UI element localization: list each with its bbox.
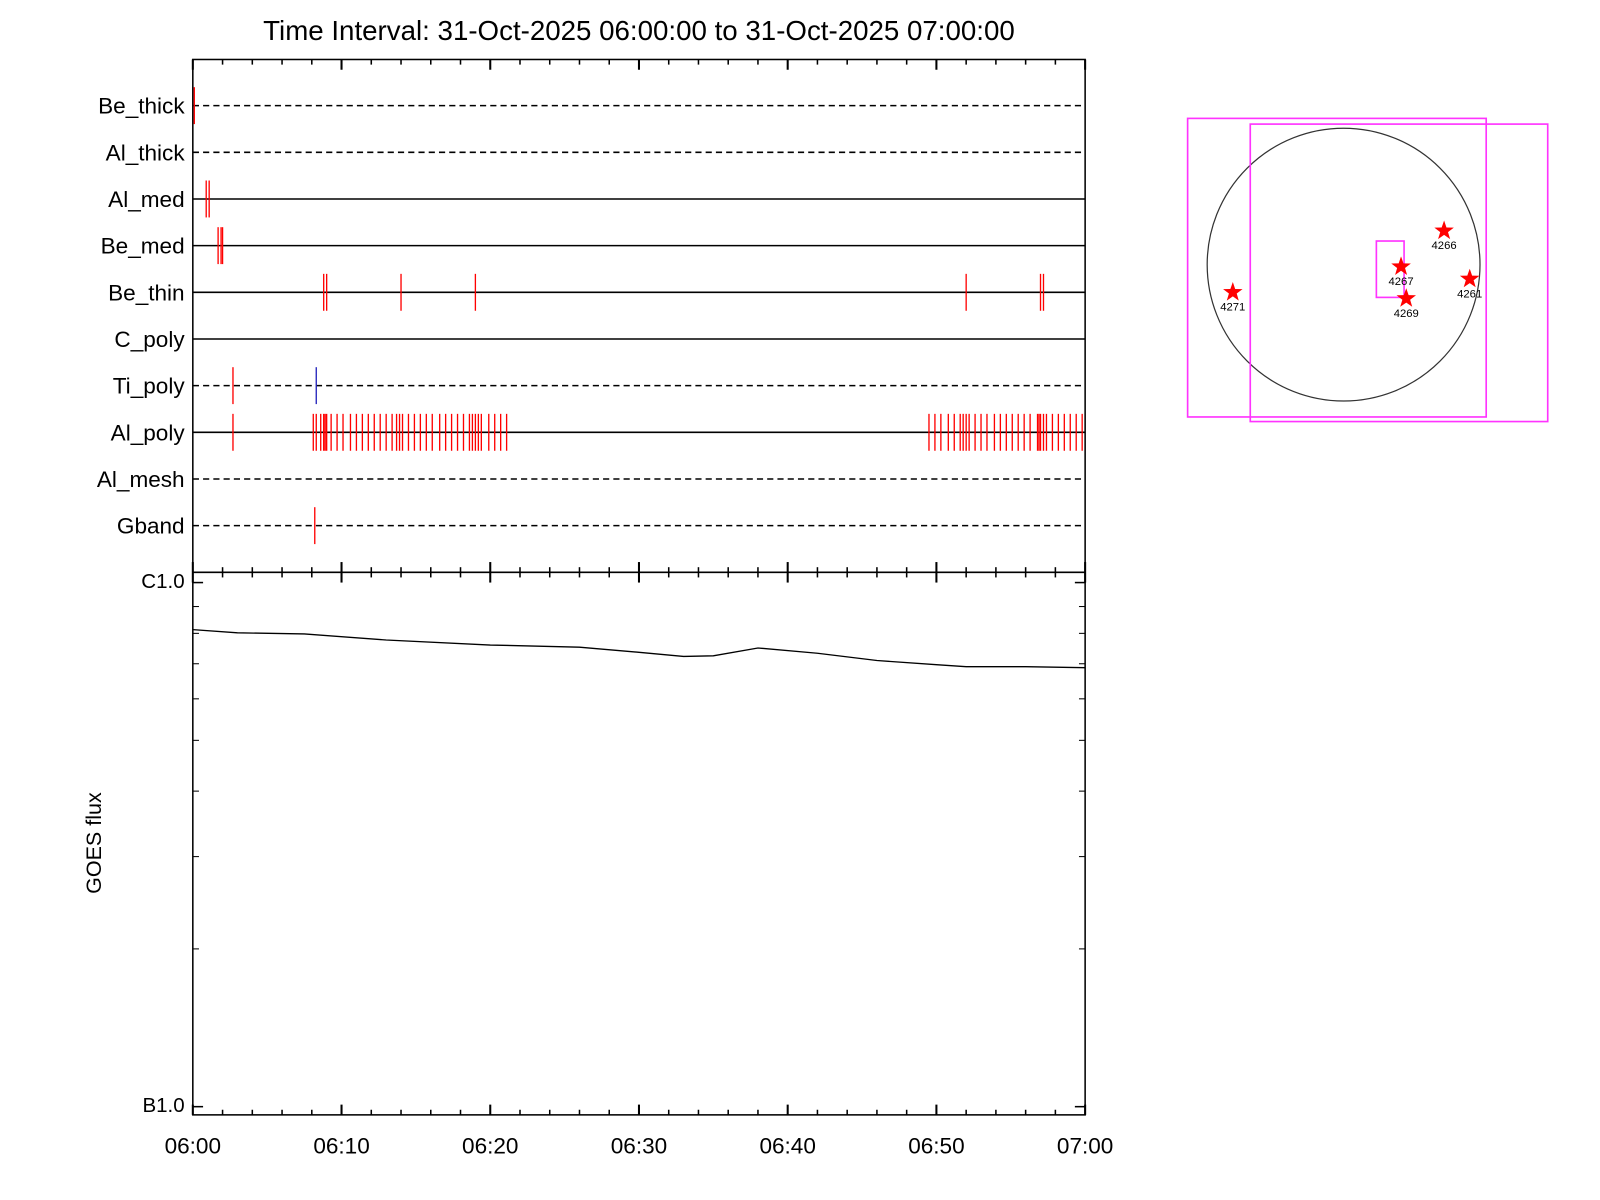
y-axis-label: GOES flux — [82, 792, 106, 894]
chart-title: Time Interval: 31-Oct-2025 06:00:00 to 3… — [263, 15, 1015, 46]
region-label: 4266 — [1432, 240, 1457, 252]
fov-box — [1249, 123, 1549, 423]
x-tick-label: 06:20 — [462, 1134, 518, 1159]
panel-frame — [192, 58, 1086, 574]
row-label: Al_thick — [106, 140, 186, 165]
row-label: Al_med — [108, 187, 184, 212]
region-label: 4269 — [1394, 308, 1419, 320]
solar-disk — [1206, 127, 1481, 402]
panel-frame — [192, 571, 1086, 1116]
x-tick-label: 06:10 — [313, 1134, 369, 1159]
row-label: Ti_poly — [113, 374, 186, 399]
active-region — [1434, 220, 1454, 240]
row-label: Be_med — [101, 234, 185, 259]
fov-box — [1186, 117, 1488, 418]
active-region — [1223, 282, 1243, 301]
x-tick-label: 07:00 — [1057, 1134, 1113, 1159]
row-label: Gband — [117, 514, 185, 539]
x-tick-label: 06:00 — [165, 1134, 221, 1159]
x-tick-label: 06:50 — [908, 1134, 964, 1159]
y-tick-label: B1.0 — [142, 1094, 184, 1117]
row-label: Be_thick — [98, 94, 185, 119]
goes-line — [192, 628, 1086, 669]
row-label: C_poly — [114, 327, 185, 352]
row-label: Be_thin — [108, 280, 184, 305]
x-tick-label: 06:30 — [611, 1134, 667, 1159]
region-label: 4267 — [1389, 276, 1414, 288]
active-region — [1459, 268, 1480, 288]
region-label: 4271 — [1220, 302, 1245, 314]
x-tick-label: 06:40 — [759, 1134, 815, 1159]
y-tick-label: C1.0 — [141, 570, 184, 593]
active-region — [1396, 288, 1416, 307]
region-label: 4261 — [1457, 288, 1482, 300]
row-label: Al_mesh — [97, 467, 185, 492]
active-region — [1391, 256, 1411, 275]
row-label: Al_poly — [111, 420, 186, 445]
